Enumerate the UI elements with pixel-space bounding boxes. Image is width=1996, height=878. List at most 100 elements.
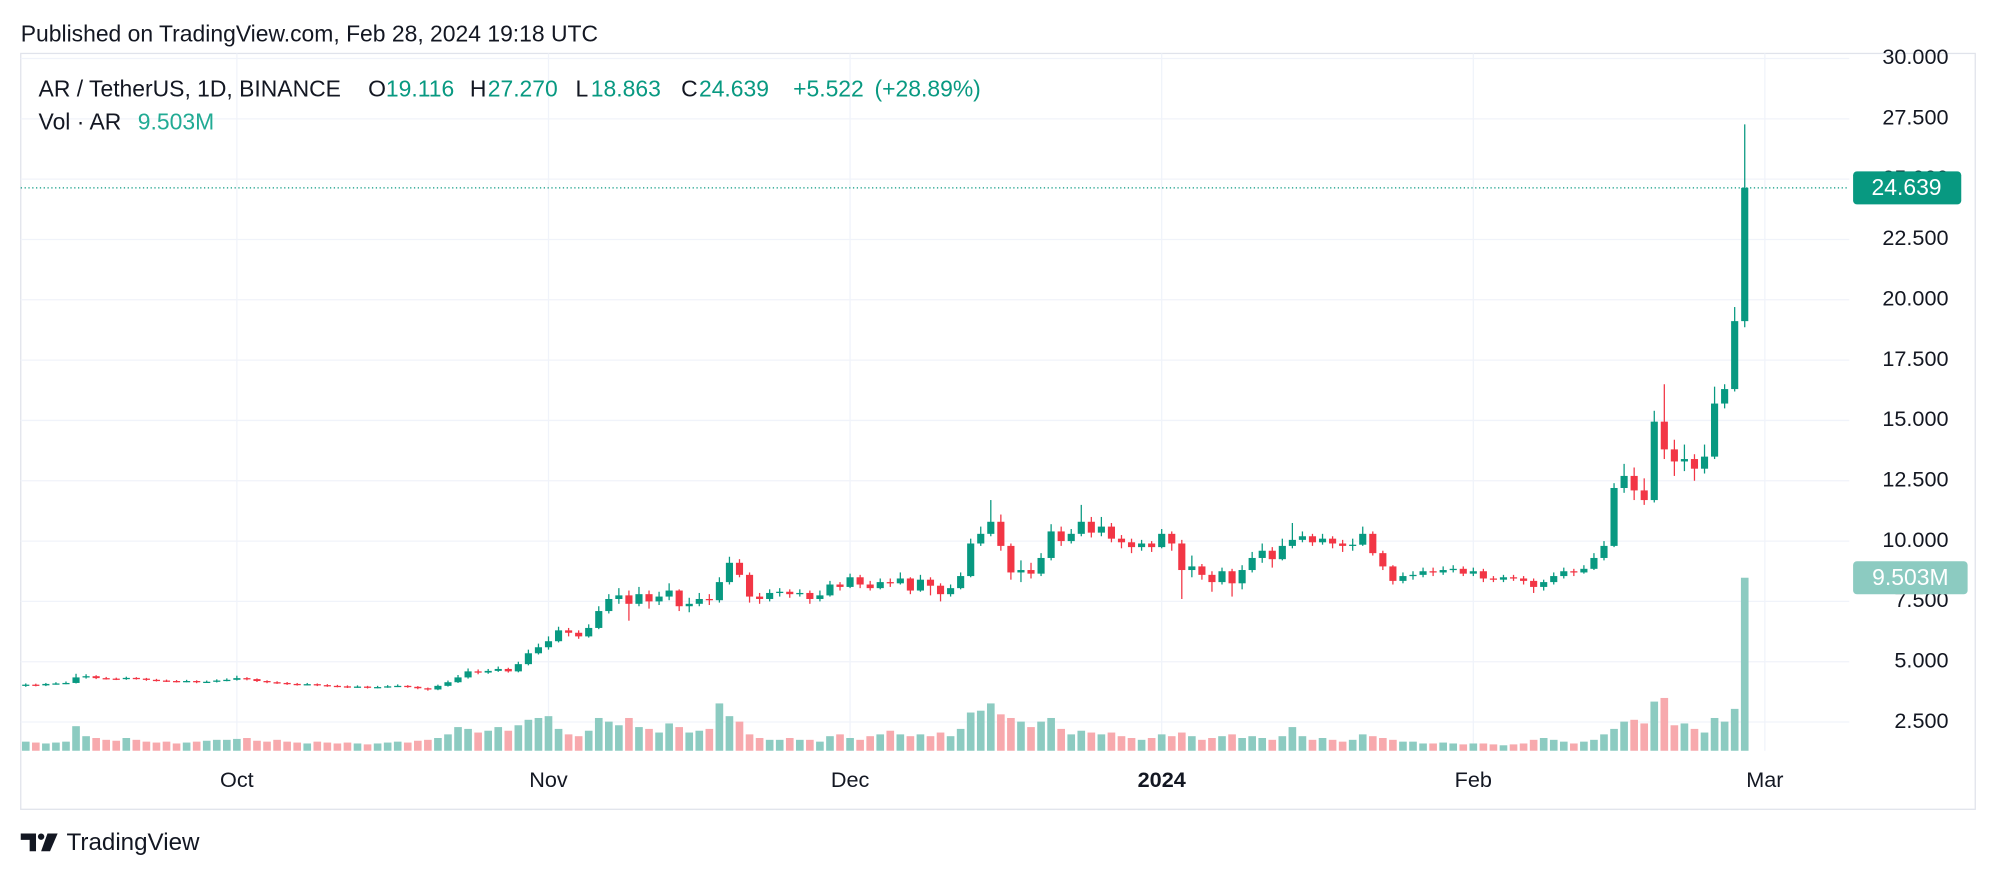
candle-body <box>1339 543 1347 546</box>
candle-body <box>1449 568 1457 571</box>
volume-bar <box>1117 736 1126 751</box>
candle-body <box>1389 566 1397 581</box>
y-tick-label: 17.500 <box>1882 346 1948 371</box>
candle-body <box>172 681 181 683</box>
candle-body <box>1731 321 1739 390</box>
last-price-label: 24.639 <box>1872 174 1942 200</box>
candle-body <box>1148 543 1156 548</box>
ohlc-value: (+28.89%) <box>875 75 981 101</box>
volume-bar <box>1620 721 1628 751</box>
candle-body <box>816 595 824 599</box>
volume-bar <box>142 741 151 751</box>
volume-bar <box>1419 743 1427 751</box>
candle-body <box>1680 459 1688 462</box>
candle-body <box>554 630 563 642</box>
candle-body <box>1479 571 1487 579</box>
candle-body <box>705 598 713 601</box>
candle-body <box>936 585 945 595</box>
candle-body <box>977 533 985 544</box>
y-tick-label: 20.000 <box>1882 286 1948 311</box>
candle-body <box>363 686 372 688</box>
volume-bar <box>1047 717 1055 751</box>
volume-bar <box>1248 736 1256 751</box>
candle-body <box>1721 389 1729 404</box>
volume-bar <box>52 742 60 751</box>
volume-bar <box>1519 743 1528 751</box>
volume-bar <box>1208 738 1216 751</box>
volume-bar <box>1670 725 1679 751</box>
candle-body <box>665 590 673 597</box>
candle-body <box>1198 566 1206 575</box>
volume-bar <box>102 739 111 751</box>
candle-body <box>1700 456 1709 469</box>
candle-body <box>1429 571 1437 573</box>
volume-bar <box>393 741 402 751</box>
candle-body <box>1097 526 1105 533</box>
candle-body <box>1268 550 1276 560</box>
volume-bar <box>1057 728 1065 751</box>
volume-bar <box>1690 728 1699 751</box>
volume-bar <box>1570 743 1578 751</box>
volume-bar <box>112 740 121 751</box>
volume-bar <box>1228 734 1236 751</box>
candle-body <box>997 521 1005 546</box>
candle-body <box>293 683 301 686</box>
volume-bar <box>816 741 824 751</box>
candle-body <box>1027 570 1035 574</box>
candle-body <box>655 596 663 602</box>
volume-bar <box>1720 721 1729 751</box>
volume-bar <box>464 728 472 751</box>
chart-frame <box>20 52 1976 810</box>
volume-bar <box>876 734 885 751</box>
volume-bar <box>1107 732 1116 751</box>
plot <box>20 124 1850 751</box>
volume-bar <box>574 736 583 751</box>
volume-bar <box>1539 738 1548 751</box>
volume-bar <box>1188 736 1196 751</box>
volume-bar <box>775 739 784 751</box>
volume-bar <box>755 738 764 751</box>
candle-body <box>514 664 522 672</box>
volume-bar <box>826 736 834 751</box>
volume-bar <box>615 725 623 751</box>
volume-bar <box>192 741 201 751</box>
ohlc-value: 18.863 <box>591 75 661 101</box>
branding: TradingView <box>67 829 200 856</box>
candle-body <box>62 682 70 685</box>
volume-bar <box>42 743 50 751</box>
ohlc-value: 24.639 <box>699 75 769 101</box>
volume-bar <box>72 726 80 751</box>
candle-body <box>193 681 201 683</box>
candle-body <box>685 603 693 607</box>
volume-bar <box>554 728 563 751</box>
volume-bar <box>333 743 342 751</box>
candle-body <box>926 579 935 586</box>
last-volume-badge <box>1853 561 1968 595</box>
volume-bar <box>1087 732 1096 751</box>
candle-body <box>1278 545 1286 560</box>
candle-body <box>1620 475 1628 488</box>
candle-body <box>152 679 161 682</box>
volume-bar <box>1288 727 1297 751</box>
candle-body <box>444 682 452 686</box>
volume-bar <box>916 734 925 751</box>
candle-body <box>22 684 30 686</box>
volume-bar <box>1097 734 1106 751</box>
y-tick-label: 30.000 <box>1882 44 1948 69</box>
volume-bar <box>685 732 694 751</box>
volume-bar <box>1218 736 1226 751</box>
candle-body <box>1188 566 1196 571</box>
volume-bar <box>1489 744 1498 751</box>
candle-body <box>122 677 130 680</box>
candle-body <box>1530 580 1538 587</box>
candle-body <box>374 687 382 689</box>
candle-body <box>474 671 482 673</box>
volume-bar <box>1077 730 1086 751</box>
volume-bar <box>1027 727 1035 751</box>
candle-body <box>1630 475 1638 491</box>
x-tick-label: Dec <box>831 767 870 792</box>
candle-body <box>856 577 864 585</box>
candle-body <box>1067 533 1075 542</box>
candle-body <box>786 591 794 595</box>
candle-body <box>826 584 834 596</box>
